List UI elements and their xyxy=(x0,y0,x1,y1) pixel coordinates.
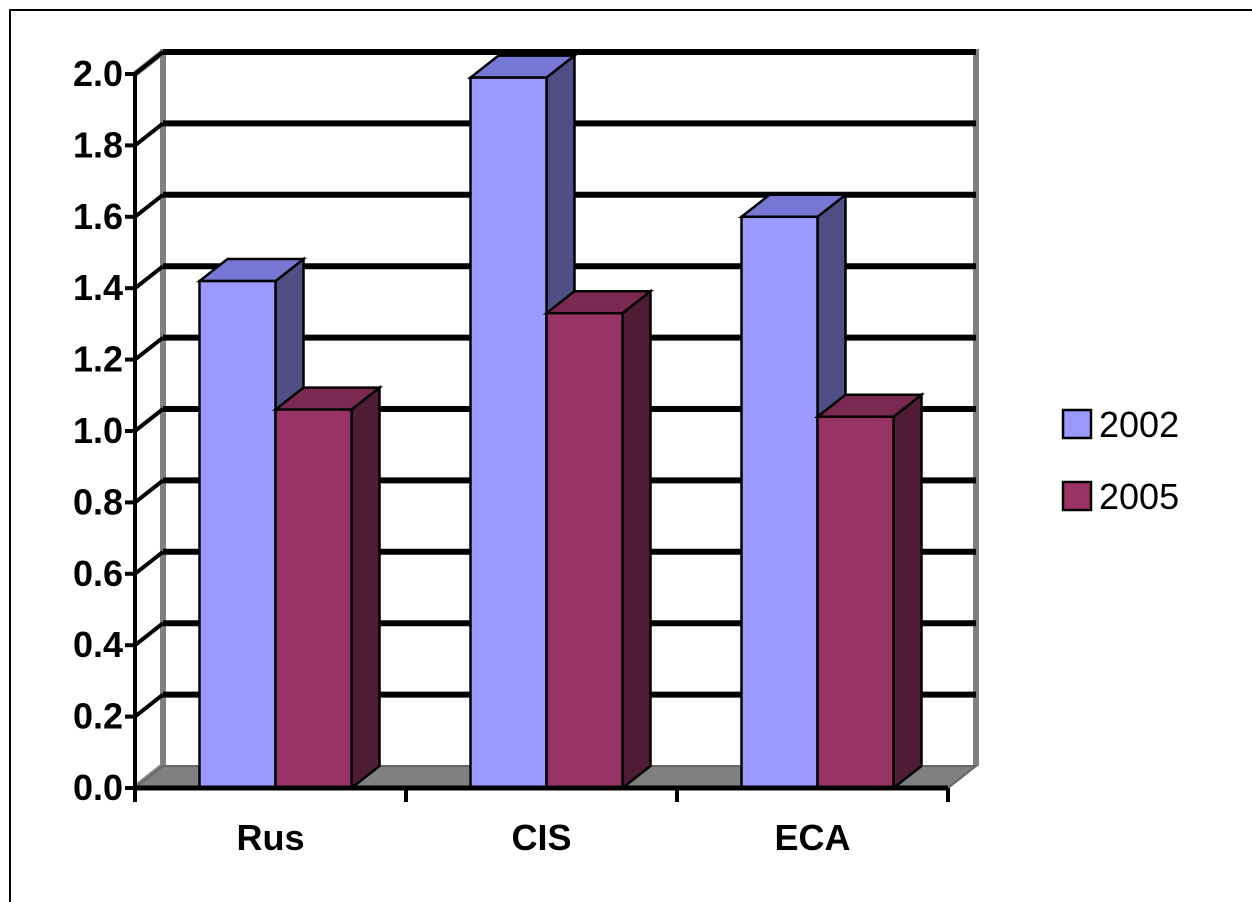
gridline-side xyxy=(133,121,165,147)
gridline-side xyxy=(133,621,165,647)
legend: 2002 2005 xyxy=(1061,404,1179,517)
bar-front xyxy=(740,215,819,790)
legend-label: 2002 xyxy=(1099,404,1179,445)
gridline-side xyxy=(133,478,165,504)
bar-2005-ECA xyxy=(813,392,926,791)
x-category-label: CIS xyxy=(511,817,571,858)
legend-swatch xyxy=(1061,408,1093,440)
y-tick-label: 0.4 xyxy=(73,624,123,665)
y-tick-label: 2.0 xyxy=(73,53,123,94)
legend-item-2005: 2005 xyxy=(1061,476,1179,517)
y-tick-label: 0.2 xyxy=(73,696,123,737)
x-axis: Rus CIS ECA xyxy=(133,785,950,858)
bar-front xyxy=(545,311,624,790)
gridline-side xyxy=(133,264,165,290)
bar-side xyxy=(621,288,652,791)
bar-2005-CIS xyxy=(542,288,655,791)
gridline-side xyxy=(133,193,165,219)
bar-2005-Rus xyxy=(271,385,384,791)
y-tick-label: 1.4 xyxy=(73,267,123,308)
y-tick-label: 0.0 xyxy=(73,767,123,808)
gridline-side xyxy=(133,550,165,576)
gridline-side xyxy=(133,336,165,362)
bar-front xyxy=(816,415,895,790)
legend-label: 2005 xyxy=(1099,476,1179,517)
bar-side xyxy=(350,385,381,791)
bars xyxy=(195,52,926,791)
y-tick-label: 1.6 xyxy=(73,196,123,237)
legend-swatch xyxy=(1061,480,1093,512)
y-tick-label: 1.0 xyxy=(73,410,123,451)
gridline-side xyxy=(133,693,165,719)
bar-front xyxy=(469,76,548,790)
gridline-side xyxy=(133,407,165,433)
y-axis: 0.0 0.2 0.4 0.6 0.8 1.0 1.2 1.4 1.6 1.8 2.0 xyxy=(73,53,137,808)
bar-side xyxy=(892,392,923,791)
y-tick-label: 1.8 xyxy=(73,124,123,165)
bar-front xyxy=(274,408,353,790)
gridline-side xyxy=(133,50,165,76)
legend-item-2002: 2002 xyxy=(1061,404,1179,445)
x-category-label: ECA xyxy=(774,817,850,858)
y-tick-label: 0.8 xyxy=(73,481,123,522)
y-tick-label: 1.2 xyxy=(73,339,123,380)
bar-front xyxy=(198,279,277,790)
y-tick-label: 0.6 xyxy=(73,553,123,594)
x-category-label: Rus xyxy=(236,817,304,858)
